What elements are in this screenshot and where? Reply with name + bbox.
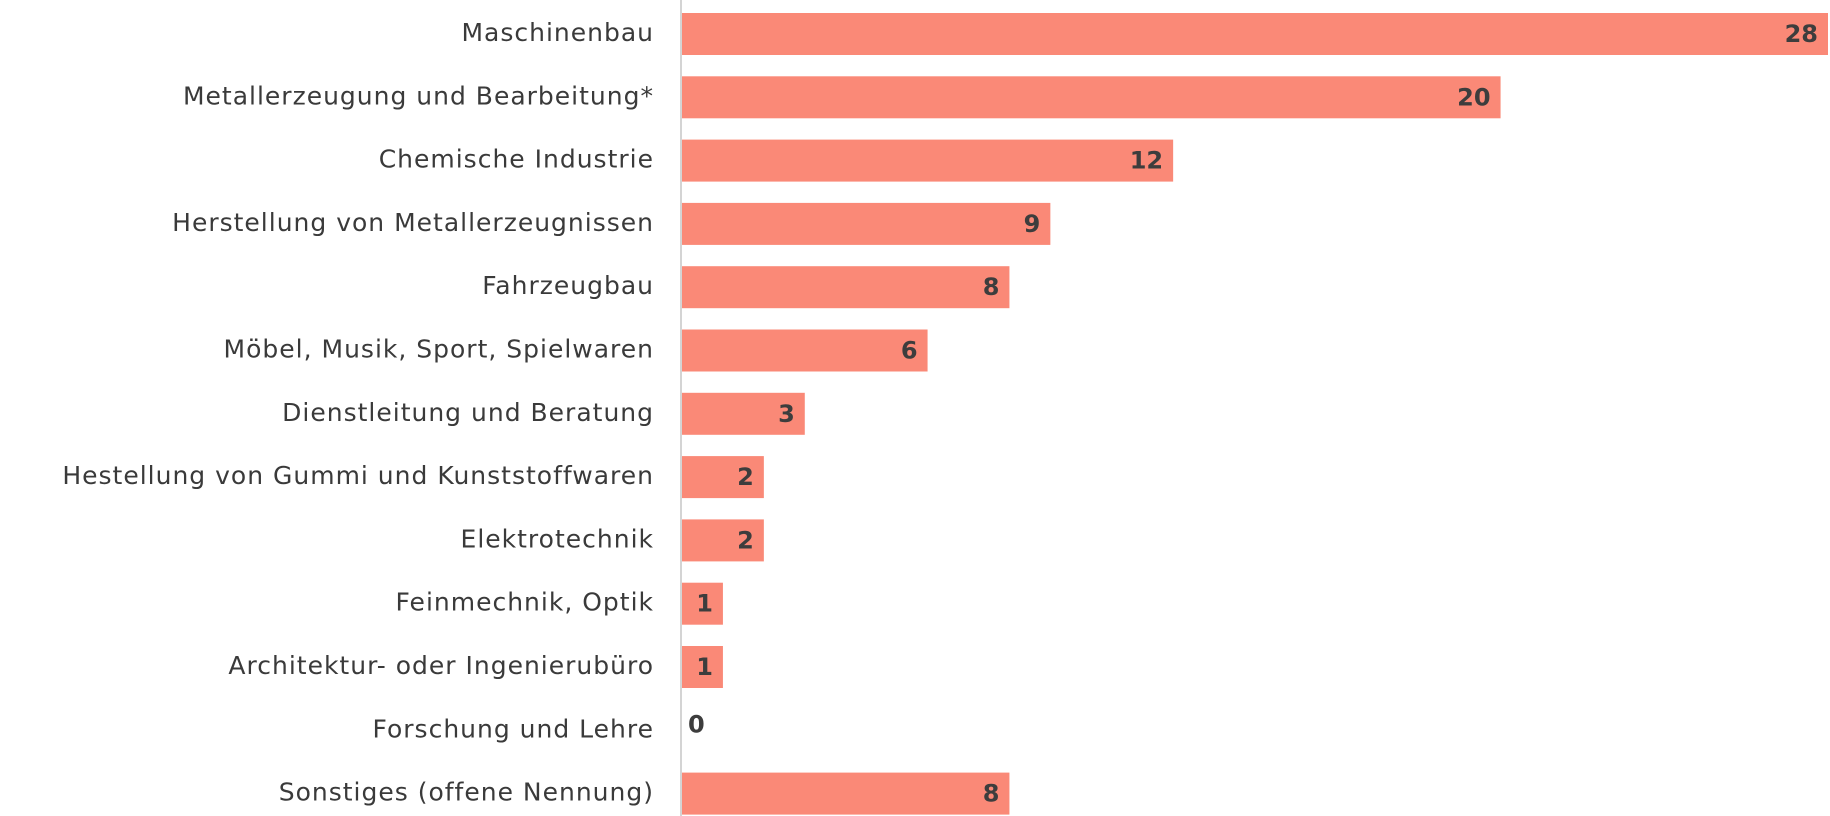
value-label: 2 xyxy=(737,526,754,554)
category-label: Hestellung von Gummi und Kunststoffwaren xyxy=(62,461,654,490)
bar xyxy=(682,519,764,562)
bar xyxy=(682,76,1501,119)
value-label: 20 xyxy=(1457,83,1490,111)
bar xyxy=(682,582,723,625)
value-label: 6 xyxy=(901,337,918,365)
category-label: Möbel, Musik, Sport, Spielwaren xyxy=(224,335,654,364)
value-label: 9 xyxy=(1024,210,1041,238)
value-label: 1 xyxy=(696,590,713,618)
value-label: 8 xyxy=(983,780,1000,808)
value-label: 28 xyxy=(1785,20,1818,48)
category-label: Elektrotechnik xyxy=(461,524,654,553)
bar xyxy=(682,139,1174,182)
value-label: 1 xyxy=(696,653,713,681)
value-label: 8 xyxy=(983,273,1000,301)
bar xyxy=(682,266,1010,309)
bar xyxy=(682,392,805,435)
bar xyxy=(682,456,764,499)
bar xyxy=(682,13,1828,55)
category-label: Dienstleitung und Beratung xyxy=(282,398,654,427)
category-label: Forschung und Lehre xyxy=(372,714,654,743)
category-label: Architektur- oder Ingenierubüro xyxy=(228,651,654,680)
category-label: Metallerzeugung und Bearbeitung* xyxy=(183,81,654,110)
category-label: Sonstiges (offene Nennung) xyxy=(279,778,654,807)
category-label: Herstellung von Metallerzeugnissen xyxy=(172,208,654,237)
bar xyxy=(682,646,723,688)
value-label: 2 xyxy=(737,463,754,491)
bar xyxy=(682,772,1010,815)
category-label: Chemische Industrie xyxy=(379,145,654,174)
bar xyxy=(682,329,928,372)
category-label: Feinmechnik, Optik xyxy=(396,588,654,617)
category-label: Fahrzeugbau xyxy=(482,271,654,300)
value-label: 3 xyxy=(778,400,795,428)
value-label: 12 xyxy=(1130,147,1163,175)
value-label: 0 xyxy=(688,710,705,738)
bar xyxy=(682,202,1051,245)
category-label: Maschinenbau xyxy=(461,18,654,47)
